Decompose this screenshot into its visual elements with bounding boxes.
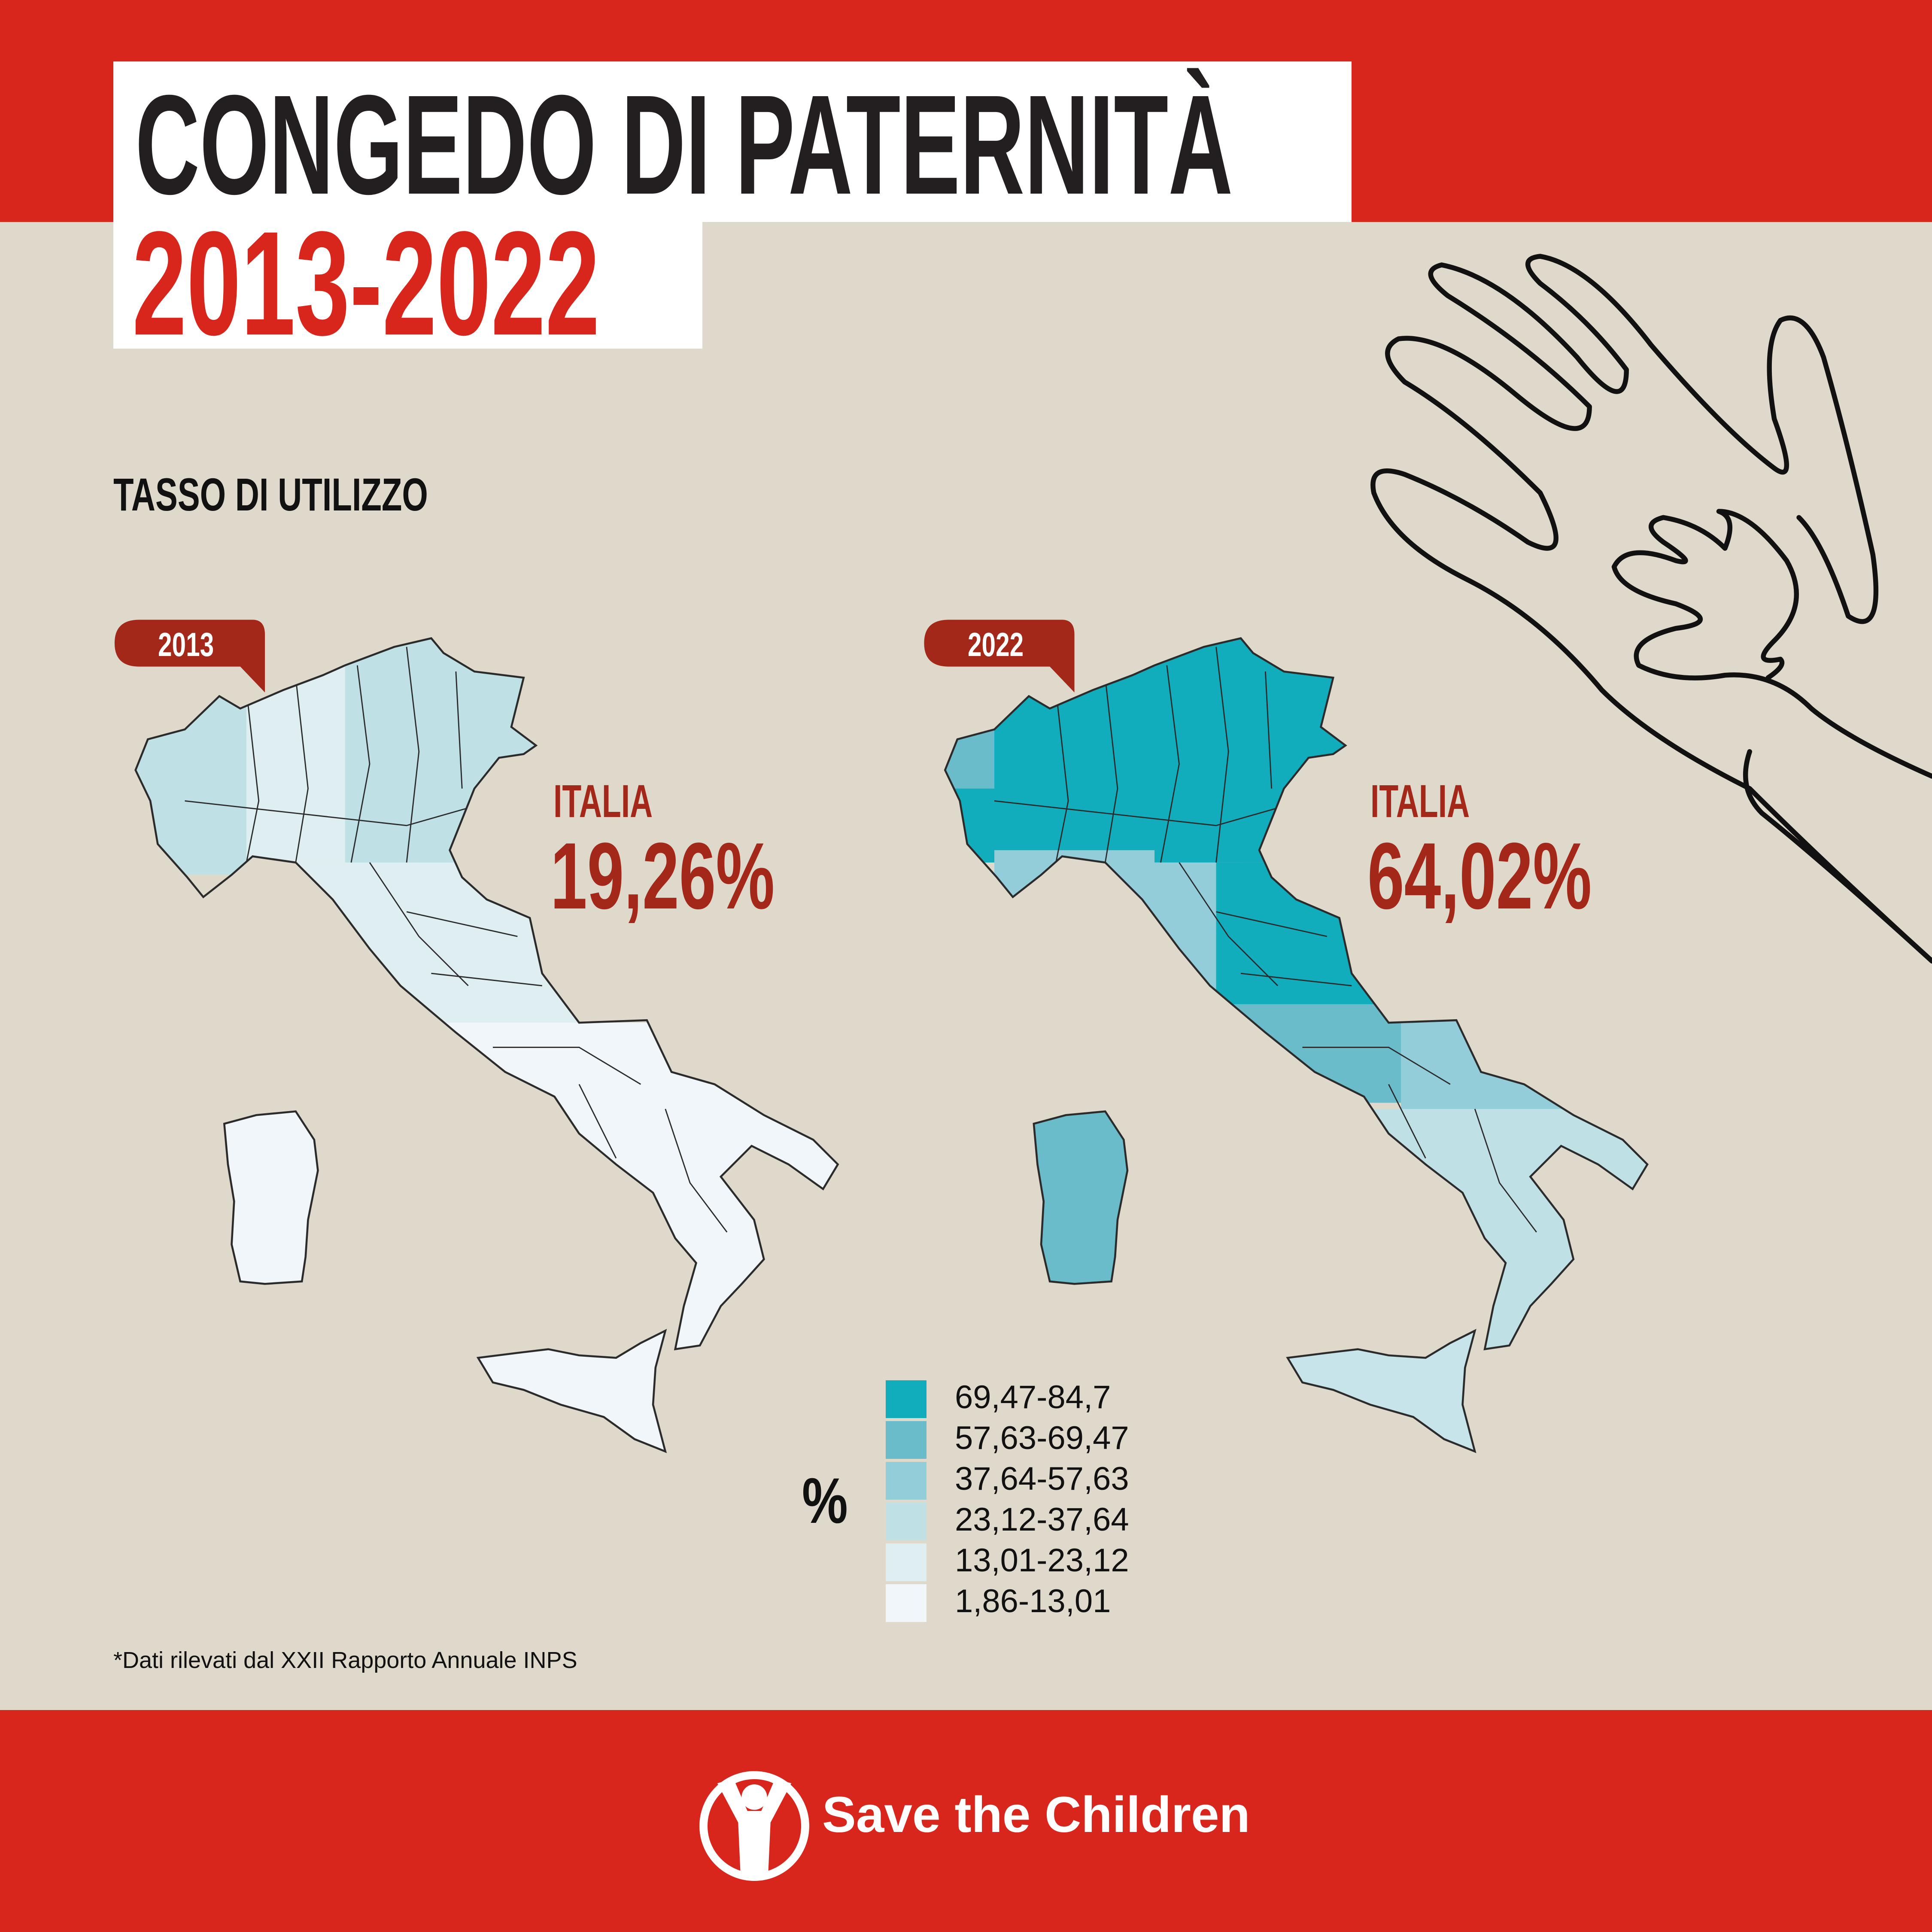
bottom-red-band xyxy=(0,1710,1932,1932)
legend-swatch xyxy=(886,1421,927,1459)
years-range: 2013-2022 xyxy=(132,210,841,358)
legend-item: 23,12-37,64 xyxy=(886,1503,1272,1543)
legend-swatch xyxy=(886,1584,927,1622)
legend-item: 37,64-57,63 xyxy=(886,1462,1272,1503)
title-box xyxy=(113,61,1352,222)
year-bubble-2022 xyxy=(924,620,1075,693)
years-range-text: 2013-2022 xyxy=(132,201,600,366)
page-title-text: CONGEDO DI PATERNITÀ xyxy=(135,65,1233,224)
region-center-south-2022 xyxy=(1179,1004,1426,1103)
legend-item: 1,86-13,01 xyxy=(886,1584,1272,1625)
legend-label: 1,86-13,01 xyxy=(955,1583,1111,1619)
legend-label: 37,64-57,63 xyxy=(955,1461,1129,1497)
italia-value-2022-text: 64,02% xyxy=(1367,823,1592,929)
italia-value-2022: 64,02% xyxy=(1367,829,1688,923)
legend-item: 69,47-84,7 xyxy=(886,1380,1272,1421)
region-center-2013 xyxy=(295,862,592,1023)
legend-unit: % xyxy=(802,1468,859,1533)
source-footnote: *Dati rilevati dal XXII Rapporto Annuale… xyxy=(113,1647,577,1673)
hands-illustration-icon xyxy=(1370,254,1932,964)
legend-unit-text: % xyxy=(802,1464,848,1537)
year-label-2013: 2013 xyxy=(158,628,233,661)
region-sardinia-2022 xyxy=(1033,1111,1127,1284)
year-label-2013-text: 2013 xyxy=(158,626,214,663)
legend-label: 13,01-23,12 xyxy=(955,1542,1129,1579)
italia-label-2022: ITALIA xyxy=(1370,778,1516,824)
region-north-west-edge-2022 xyxy=(945,714,995,789)
section-subtitle: TASSO DI UTILIZZO xyxy=(113,471,550,518)
legend-swatch xyxy=(886,1543,927,1581)
legend-label: 23,12-37,64 xyxy=(955,1501,1129,1538)
italia-label-2013: ITALIA xyxy=(553,778,699,824)
italia-label-2022-text: ITALIA xyxy=(1370,775,1470,827)
italia-label-2013-text: ITALIA xyxy=(553,775,653,827)
page-title: CONGEDO DI PATERNITÀ xyxy=(135,74,1877,216)
legend-item: 13,01-23,12 xyxy=(886,1543,1272,1584)
year-label-2022: 2022 xyxy=(968,628,1042,661)
legend-swatch xyxy=(886,1380,927,1418)
italia-value-2013-text: 19,26% xyxy=(550,823,775,929)
region-south-2022 xyxy=(1352,1109,1648,1349)
region-sardinia-2013 xyxy=(224,1111,318,1284)
region-south-2013 xyxy=(295,1023,838,1349)
years-box xyxy=(113,222,702,349)
section-subtitle-text: TASSO DI UTILIZZO xyxy=(113,468,428,520)
legend-label: 69,47-84,7 xyxy=(955,1379,1111,1416)
save-the-children-logo-icon xyxy=(699,1771,809,1881)
year-bubble-2013 xyxy=(114,620,265,693)
legend-swatch xyxy=(886,1503,927,1540)
map-2013 xyxy=(123,616,863,1466)
brand-name: Save the Children xyxy=(822,1786,1250,1843)
legend-swatch xyxy=(886,1462,927,1500)
map-2022 xyxy=(933,616,1672,1466)
legend-item: 57,63-69,47 xyxy=(886,1421,1272,1462)
year-label-2022-text: 2022 xyxy=(968,626,1024,663)
italia-value-2013: 19,26% xyxy=(550,829,871,923)
legend-label: 57,63-69,47 xyxy=(955,1420,1129,1456)
